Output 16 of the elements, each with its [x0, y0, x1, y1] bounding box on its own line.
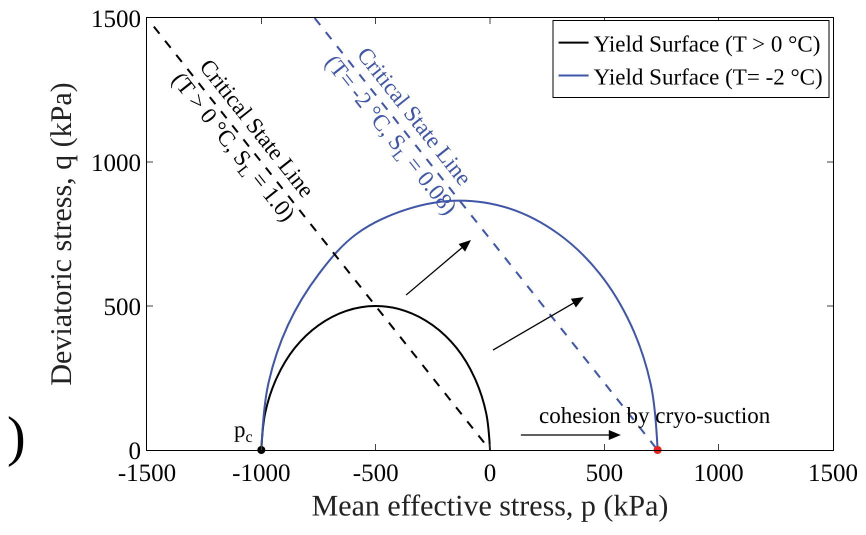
- x-tick-label: 0: [484, 460, 496, 487]
- x-tick-label: -500: [352, 460, 399, 487]
- y-tick-label: 1500: [91, 6, 141, 33]
- x-axis-title: Mean effective stress, p (kPa): [312, 490, 668, 522]
- y-tick-label: 1000: [91, 150, 141, 177]
- annotation: cohesion by cryo-suction: [539, 403, 771, 428]
- text: ): [7, 406, 26, 468]
- x-tick-label: 500: [586, 460, 624, 487]
- x-tick-label: -1000: [232, 460, 290, 487]
- y-axis-title: Deviatoric stress, q (kPa): [45, 82, 78, 386]
- y-tick-label: 500: [104, 294, 141, 321]
- x-tick-label: 1000: [694, 460, 744, 487]
- legend-label: Yield Surface (T= -2 °C): [594, 64, 823, 90]
- annotation: p$_{c}$: [234, 417, 253, 446]
- legend-label: Yield Surface (T > 0 °C): [594, 32, 820, 57]
- x-tick-label: 1500: [808, 460, 858, 487]
